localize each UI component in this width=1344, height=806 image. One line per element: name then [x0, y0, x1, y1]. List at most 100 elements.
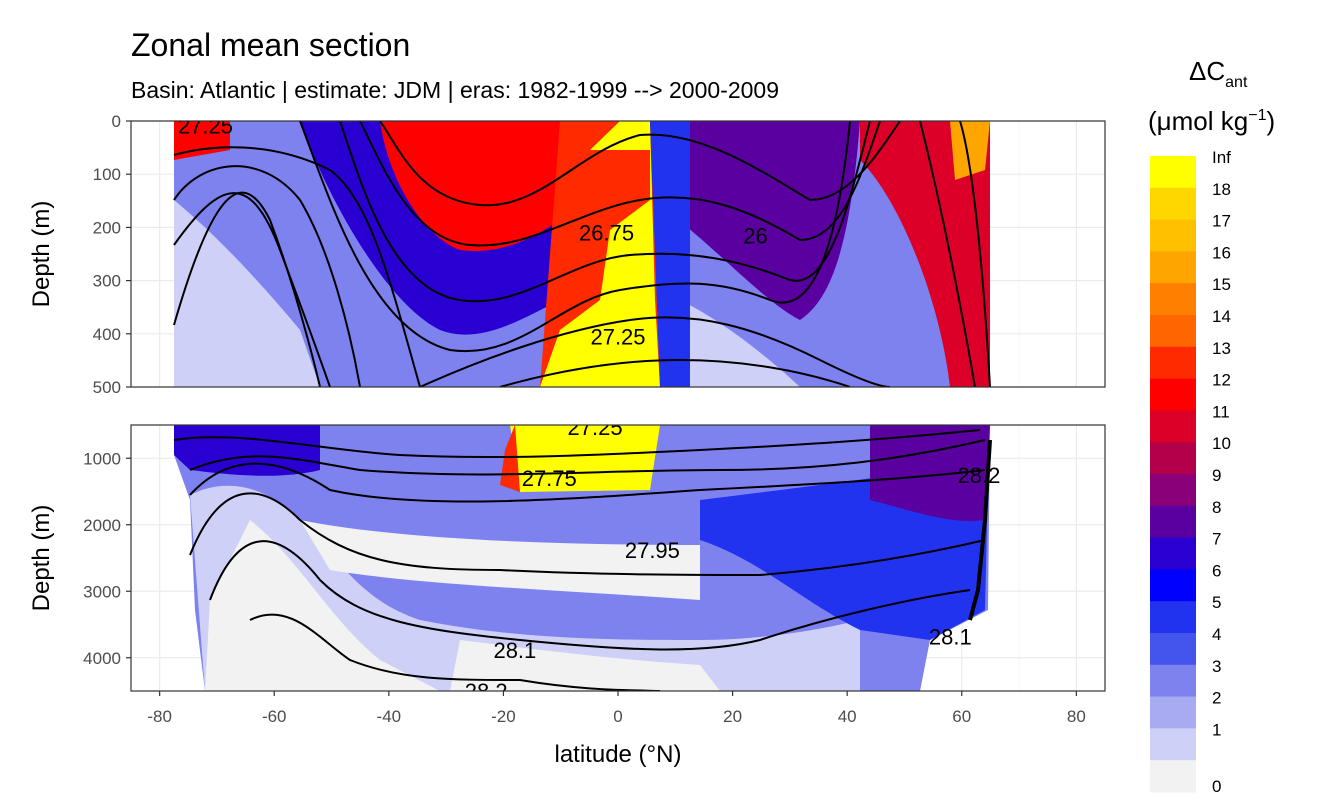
legend-title-main: ΔC — [1189, 56, 1225, 86]
y-tick-label: 300 — [93, 272, 121, 291]
legend-label: 7 — [1212, 530, 1221, 549]
x-tick-label: -40 — [377, 707, 402, 726]
field-northwest-red — [174, 121, 230, 160]
legend-label: 0 — [1212, 777, 1221, 796]
legend-label: 9 — [1212, 466, 1221, 485]
legend-color-swatch — [1150, 442, 1196, 475]
x-tick-label: 0 — [613, 707, 622, 726]
upper-panel-y-axis-title: Depth (m) — [28, 201, 55, 308]
isopycnal-line — [173, 191, 321, 387]
legend-color-swatch — [1150, 346, 1196, 380]
y-tick-label: 3000 — [83, 582, 121, 601]
isopycnal-line — [299, 121, 851, 353]
legend-color-swatch — [1150, 664, 1196, 698]
contour-label: 28.2 — [958, 463, 1001, 488]
contour-label: 28.2 — [465, 679, 508, 704]
legend-title-sub: ant — [1225, 74, 1248, 91]
legend-label: 1 — [1212, 720, 1221, 739]
contour-label: 26.75 — [579, 221, 634, 246]
lower-panel-field: 27.75 27.95 28.1 28.1 28.2 28.2 27.25 — [173, 415, 1001, 704]
legend-label: Inf — [1212, 148, 1231, 167]
isopycnal-line — [499, 358, 851, 387]
legend-label: 13 — [1212, 339, 1231, 358]
y-tick-label: 200 — [93, 218, 121, 237]
legend-label: 8 — [1212, 498, 1221, 517]
contour-label: 27.25 — [568, 415, 623, 440]
lower-panel-contour-labels: 27.75 27.95 28.1 28.1 28.2 28.2 27.25 — [465, 415, 1001, 704]
upper-panel-border — [130, 120, 1106, 388]
field-high-east — [650, 121, 860, 320]
legend-label: 6 — [1212, 561, 1221, 580]
legend-color-swatch — [1150, 474, 1196, 507]
legend-color-swatch — [1150, 728, 1196, 761]
isopycnal-line — [189, 492, 986, 577]
contour-label: 27.25 — [178, 113, 233, 138]
x-tick-label: 40 — [838, 707, 857, 726]
legend-units: (μmol kg−1) — [1148, 106, 1275, 136]
y-tick-label: 100 — [93, 165, 121, 184]
isopycnal-line — [959, 121, 991, 387]
legend-color-swatch — [1150, 537, 1196, 570]
legend-color-swatch — [1150, 633, 1196, 666]
contour-label: 28.1 — [493, 638, 536, 663]
legend-color-swatch — [1150, 378, 1196, 411]
y-tick-label: 1000 — [83, 449, 121, 468]
field-east-blue — [700, 470, 988, 640]
x-tick-label: -20 — [491, 707, 516, 726]
isopycnal-line — [209, 540, 971, 651]
field-bottom-lightest — [450, 640, 720, 691]
contour-label: 26 — [743, 223, 767, 248]
x-axis-title: latitude (°N) — [555, 741, 682, 768]
legend-color-swatch — [1150, 187, 1196, 221]
legend-title: ΔCant — [1189, 56, 1248, 91]
field-light-band-west — [174, 200, 320, 387]
legend-color-swatch — [1150, 760, 1196, 793]
field-mid-lightest — [300, 520, 700, 600]
legend-color-swatch — [1150, 156, 1196, 189]
isopycnal-line — [339, 121, 871, 303]
legend-units-exponent: −1 — [1248, 107, 1266, 124]
y-tick-label: 500 — [93, 378, 121, 397]
isopycnal-line-steep — [968, 439, 992, 621]
legend-color-swatch — [1150, 283, 1196, 316]
upper-panel-contour-labels: 26.75 26 27.25 27.25 — [178, 113, 768, 349]
legend-label: 11 — [1212, 402, 1230, 421]
legend-label: 10 — [1212, 434, 1231, 453]
legend-label: 12 — [1212, 371, 1231, 390]
isopycnal-line — [249, 613, 661, 691]
legend-label: 17 — [1212, 212, 1231, 231]
isopycnal-line — [419, 316, 891, 387]
legend-color-swatch — [1150, 505, 1196, 539]
legend-label: 15 — [1212, 275, 1231, 294]
field-column-yellow-deep — [510, 425, 660, 492]
legend-label: 4 — [1212, 625, 1221, 644]
legend-color-swatch — [1150, 410, 1196, 443]
contour-label: 27.95 — [625, 538, 680, 563]
legend-label: 16 — [1212, 243, 1231, 262]
legend-units-close: ) — [1266, 106, 1275, 136]
field-north-orange — [950, 121, 990, 180]
isopycnal-line — [173, 429, 981, 459]
isopycnal-line — [379, 121, 901, 207]
legend-label: 14 — [1212, 307, 1231, 326]
lower-panel-isopycnals — [173, 429, 992, 691]
legend-label: 3 — [1212, 657, 1221, 676]
legend-color-swatch — [1150, 315, 1196, 348]
field-high-west-core — [380, 121, 560, 251]
isopycnal-line — [359, 121, 881, 247]
lower-panel-y-axis: 1000 2000 3000 4000 — [83, 449, 131, 668]
upper-panel-isopycnals — [173, 121, 991, 387]
isopycnal-line — [189, 439, 986, 476]
y-tick-label: 2000 — [83, 516, 121, 535]
field-deep-lightest — [205, 520, 440, 691]
upper-panel-field: 26.75 26 27.25 27.25 — [173, 113, 991, 387]
lower-panel-y-axis-title: Depth (m) — [28, 505, 55, 612]
y-tick-label: 400 — [93, 325, 121, 344]
colorbar-legend: ΔCant (μmol kg−1) Inf1817161514131211109… — [1148, 56, 1275, 796]
y-tick-label: 0 — [112, 112, 121, 131]
x-axis: -80 -60 -40 -20 0 20 40 60 80 — [147, 691, 1086, 726]
field-high-east-core — [860, 121, 990, 387]
isopycnal-line — [173, 165, 361, 387]
